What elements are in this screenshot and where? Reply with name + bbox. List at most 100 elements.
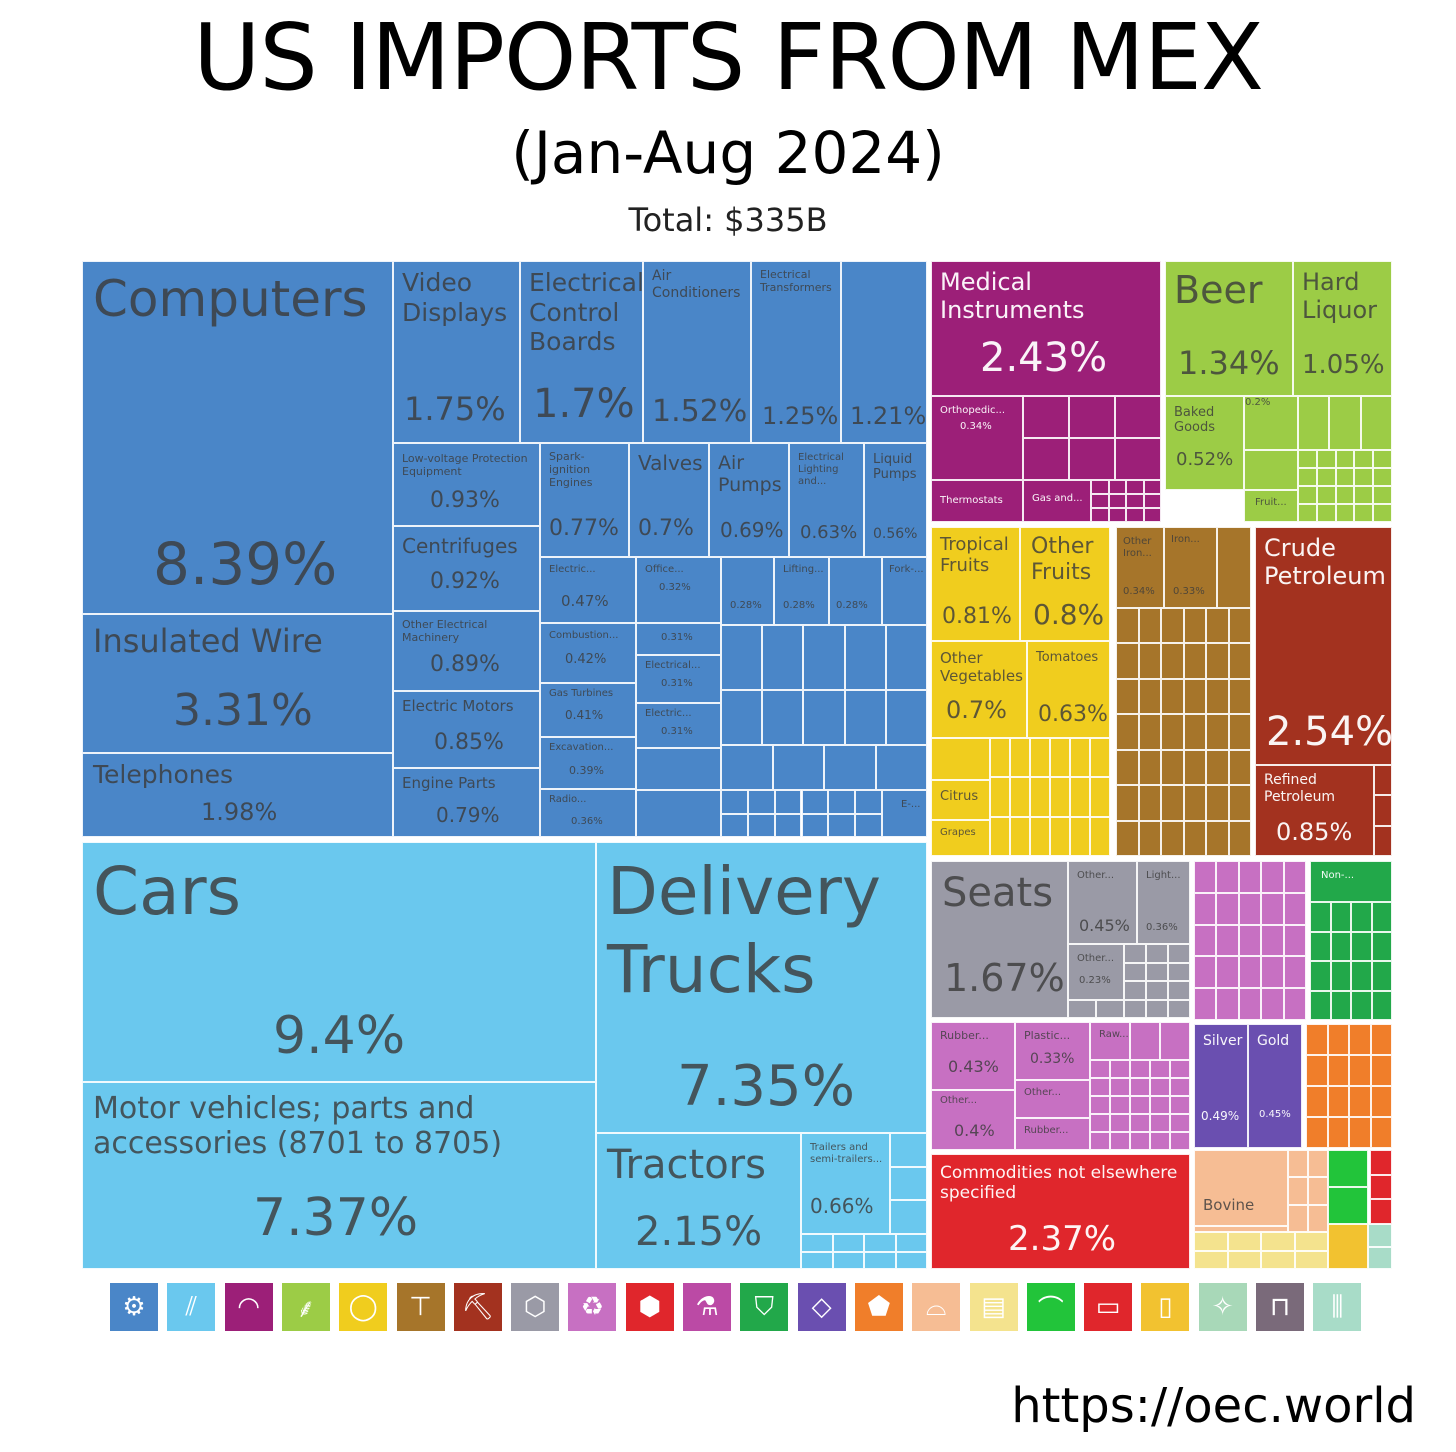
treemap-cell-commodities-not-elsewhere-specified[interactable]: Commodities not elsewhere specified 2.37% — [931, 1154, 1190, 1269]
treemap-cell-minor[interactable] — [1069, 396, 1115, 438]
treemap-cell-minor[interactable] — [1068, 1000, 1096, 1018]
shoe-icon[interactable]: ⌒ — [1026, 1283, 1075, 1331]
treemap-cell-minor[interactable] — [844, 690, 886, 745]
treemap-cell-minor[interactable] — [1138, 678, 1161, 715]
treemap-cell-minor[interactable] — [1244, 450, 1298, 490]
treemap-cell-minor[interactable] — [990, 777, 1010, 817]
treemap-cell-minor[interactable] — [721, 813, 748, 837]
easel-icon[interactable]: ⊓ — [1256, 1283, 1304, 1331]
treemap-cell-minor[interactable] — [1316, 450, 1336, 468]
wheat-icon[interactable]: ⸙ — [281, 1283, 330, 1331]
treemap-cell-minor[interactable] — [1116, 643, 1139, 679]
treemap-cell-fruit[interactable]: Fruit... — [1244, 490, 1298, 522]
treemap-cell-minor[interactable] — [1370, 1174, 1392, 1200]
treemap-cell-minor[interactable] — [1091, 480, 1109, 494]
treemap-cell-minor[interactable] — [1349, 1117, 1371, 1148]
treemap-cell-office[interactable]: Office... 0.32% — [636, 557, 721, 623]
treemap-cell-minor[interactable] — [1130, 1060, 1150, 1078]
treemap-cell-minor[interactable] — [1110, 1060, 1130, 1078]
treemap-cell-minor[interactable] — [1090, 816, 1110, 856]
treemap-cell-minor[interactable] — [1146, 962, 1168, 981]
treemap-cell-minor[interactable] — [1298, 486, 1317, 504]
pickaxe-icon[interactable]: ⛏ — [453, 1283, 502, 1331]
treemap-cell-minor[interactable] — [1228, 608, 1251, 644]
treemap-cell-minor[interactable] — [1371, 961, 1392, 991]
treemap-cell-non[interactable]: Non-... — [1310, 861, 1392, 902]
treemap-cell-grapes[interactable]: Grapes — [931, 820, 990, 856]
treemap-cell-minor[interactable] — [1096, 1000, 1124, 1018]
treemap-cell-minor[interactable] — [1161, 785, 1184, 821]
treemap-cell-minor[interactable] — [1327, 1024, 1349, 1055]
treemap-cell-minor[interactable] — [832, 1234, 864, 1252]
paper-icon[interactable]: ▤ — [969, 1283, 1018, 1331]
treemap-cell-minor[interactable] — [1090, 1114, 1110, 1132]
treemap-cell-other[interactable]: Other... 0.4% — [931, 1090, 1015, 1150]
treemap-cell-minor[interactable] — [1194, 1232, 1228, 1251]
treemap-cell-minor[interactable] — [1126, 494, 1144, 508]
treemap-cell-minor[interactable] — [1010, 816, 1030, 856]
treemap-cell-minor[interactable] — [1130, 1132, 1150, 1150]
treemap-cell-minor[interactable] — [1168, 944, 1190, 963]
treemap-cell-minor[interactable] — [1283, 988, 1306, 1020]
treemap-cell-minor[interactable] — [1194, 861, 1217, 893]
treemap-cell-minor[interactable] — [1010, 738, 1030, 778]
treemap-cell-minor[interactable] — [1108, 480, 1126, 494]
treemap-cell-minor[interactable] — [1261, 892, 1284, 925]
treemap-cell-minor[interactable] — [721, 625, 763, 690]
treemap-cell-minor[interactable] — [1228, 678, 1251, 715]
treemap-cell-minor[interactable] — [895, 1234, 927, 1252]
treemap-cell-seats[interactable]: Seats 1.67% — [931, 861, 1068, 1018]
treemap-cell-machines[interactable]: 0.28% — [829, 557, 882, 625]
treemap-cell-minor[interactable] — [1126, 480, 1144, 494]
box-icon[interactable]: ⬡ — [511, 1283, 560, 1331]
treemap-cell-minor[interactable] — [1373, 468, 1392, 486]
treemap-cell-excavation[interactable]: Excavation... 0.39% — [540, 737, 636, 789]
treemap-cell-minor[interactable] — [1146, 999, 1168, 1018]
package-icon[interactable]: ⬢ — [625, 1283, 674, 1331]
treemap-cell-minor[interactable] — [1288, 1204, 1308, 1232]
treemap-cell-minor[interactable] — [1316, 504, 1336, 522]
treemap-cell-rubber[interactable]: Rubber... 0.43% — [931, 1022, 1015, 1090]
treemap-cell-minor[interactable] — [747, 813, 775, 837]
treemap-cell-minor[interactable] — [1351, 961, 1372, 991]
treemap-cell-minor[interactable] — [1330, 961, 1351, 991]
treemap-cell-other[interactable]: Other... — [1015, 1080, 1090, 1118]
treemap-cell-video-displays[interactable]: Video Displays 1.75% — [393, 261, 520, 443]
treemap-cell-minor[interactable] — [801, 813, 829, 837]
treemap-cell-telephones[interactable]: Telephones 1.98% — [82, 753, 393, 837]
treemap-cell-minor[interactable] — [1116, 608, 1139, 644]
treemap-cell-minor[interactable] — [1194, 956, 1217, 989]
treemap-cell-motor-vehicles-parts-and-accessories-8701-to-8705[interactable]: Motor vehicles; parts and accessories (8… — [82, 1082, 596, 1269]
treemap-cell-raw[interactable]: Raw... — [1090, 1022, 1130, 1060]
treemap-cell-minor[interactable] — [774, 790, 802, 814]
treemap-cell-minor[interactable] — [1130, 1114, 1150, 1132]
treemap-cell-minor[interactable] — [1116, 820, 1139, 856]
treemap-cell-plastic[interactable]: Plastic... 0.33% — [1015, 1022, 1090, 1080]
treemap-cell-minor[interactable] — [1261, 924, 1284, 957]
treemap-cell-machines[interactable]: 0.31% — [636, 623, 721, 655]
treemap-cell-minor[interactable] — [1150, 1132, 1170, 1150]
treemap-cell-other-fruits[interactable]: Other Fruits 0.8% — [1020, 527, 1110, 641]
treemap-cell-minor[interactable] — [1091, 494, 1109, 508]
treemap-cell-minor[interactable] — [1227, 1250, 1261, 1269]
treemap-cell-citrus[interactable]: Citrus — [931, 780, 990, 820]
treemap-cell-minor[interactable] — [885, 625, 927, 690]
shirt-icon[interactable]: ⛉ — [740, 1283, 789, 1331]
treemap-cell-refined-petroleum[interactable]: Refined Petroleum 0.85% — [1255, 765, 1374, 856]
treemap-cell-engine-parts[interactable]: Engine Parts 0.79% — [393, 768, 540, 837]
treemap-cell-minor[interactable] — [1216, 956, 1239, 989]
treemap-cell-minor[interactable] — [1130, 1022, 1160, 1060]
treemap-cell-minor[interactable] — [1138, 608, 1161, 644]
treemap-cell-minor[interactable] — [1216, 988, 1239, 1020]
treemap-cell-minor[interactable] — [1228, 820, 1251, 856]
treemap-cell-minor[interactable] — [1216, 924, 1239, 957]
treemap-cell-minor[interactable] — [1170, 1060, 1190, 1078]
treemap-cell-minor[interactable] — [772, 745, 824, 790]
treemap-cell-rubber[interactable]: Rubber... — [1015, 1118, 1090, 1150]
treemap-cell-minor[interactable] — [1183, 820, 1206, 856]
treemap-cell-minor[interactable] — [1306, 1055, 1328, 1086]
treemap-cell-gold[interactable]: Gold 0.45% — [1248, 1024, 1302, 1148]
treemap-cell-minor[interactable] — [1161, 643, 1184, 679]
treemap-cell-minor[interactable] — [1308, 1150, 1328, 1178]
treemap-cell-minor[interactable] — [1360, 396, 1392, 450]
